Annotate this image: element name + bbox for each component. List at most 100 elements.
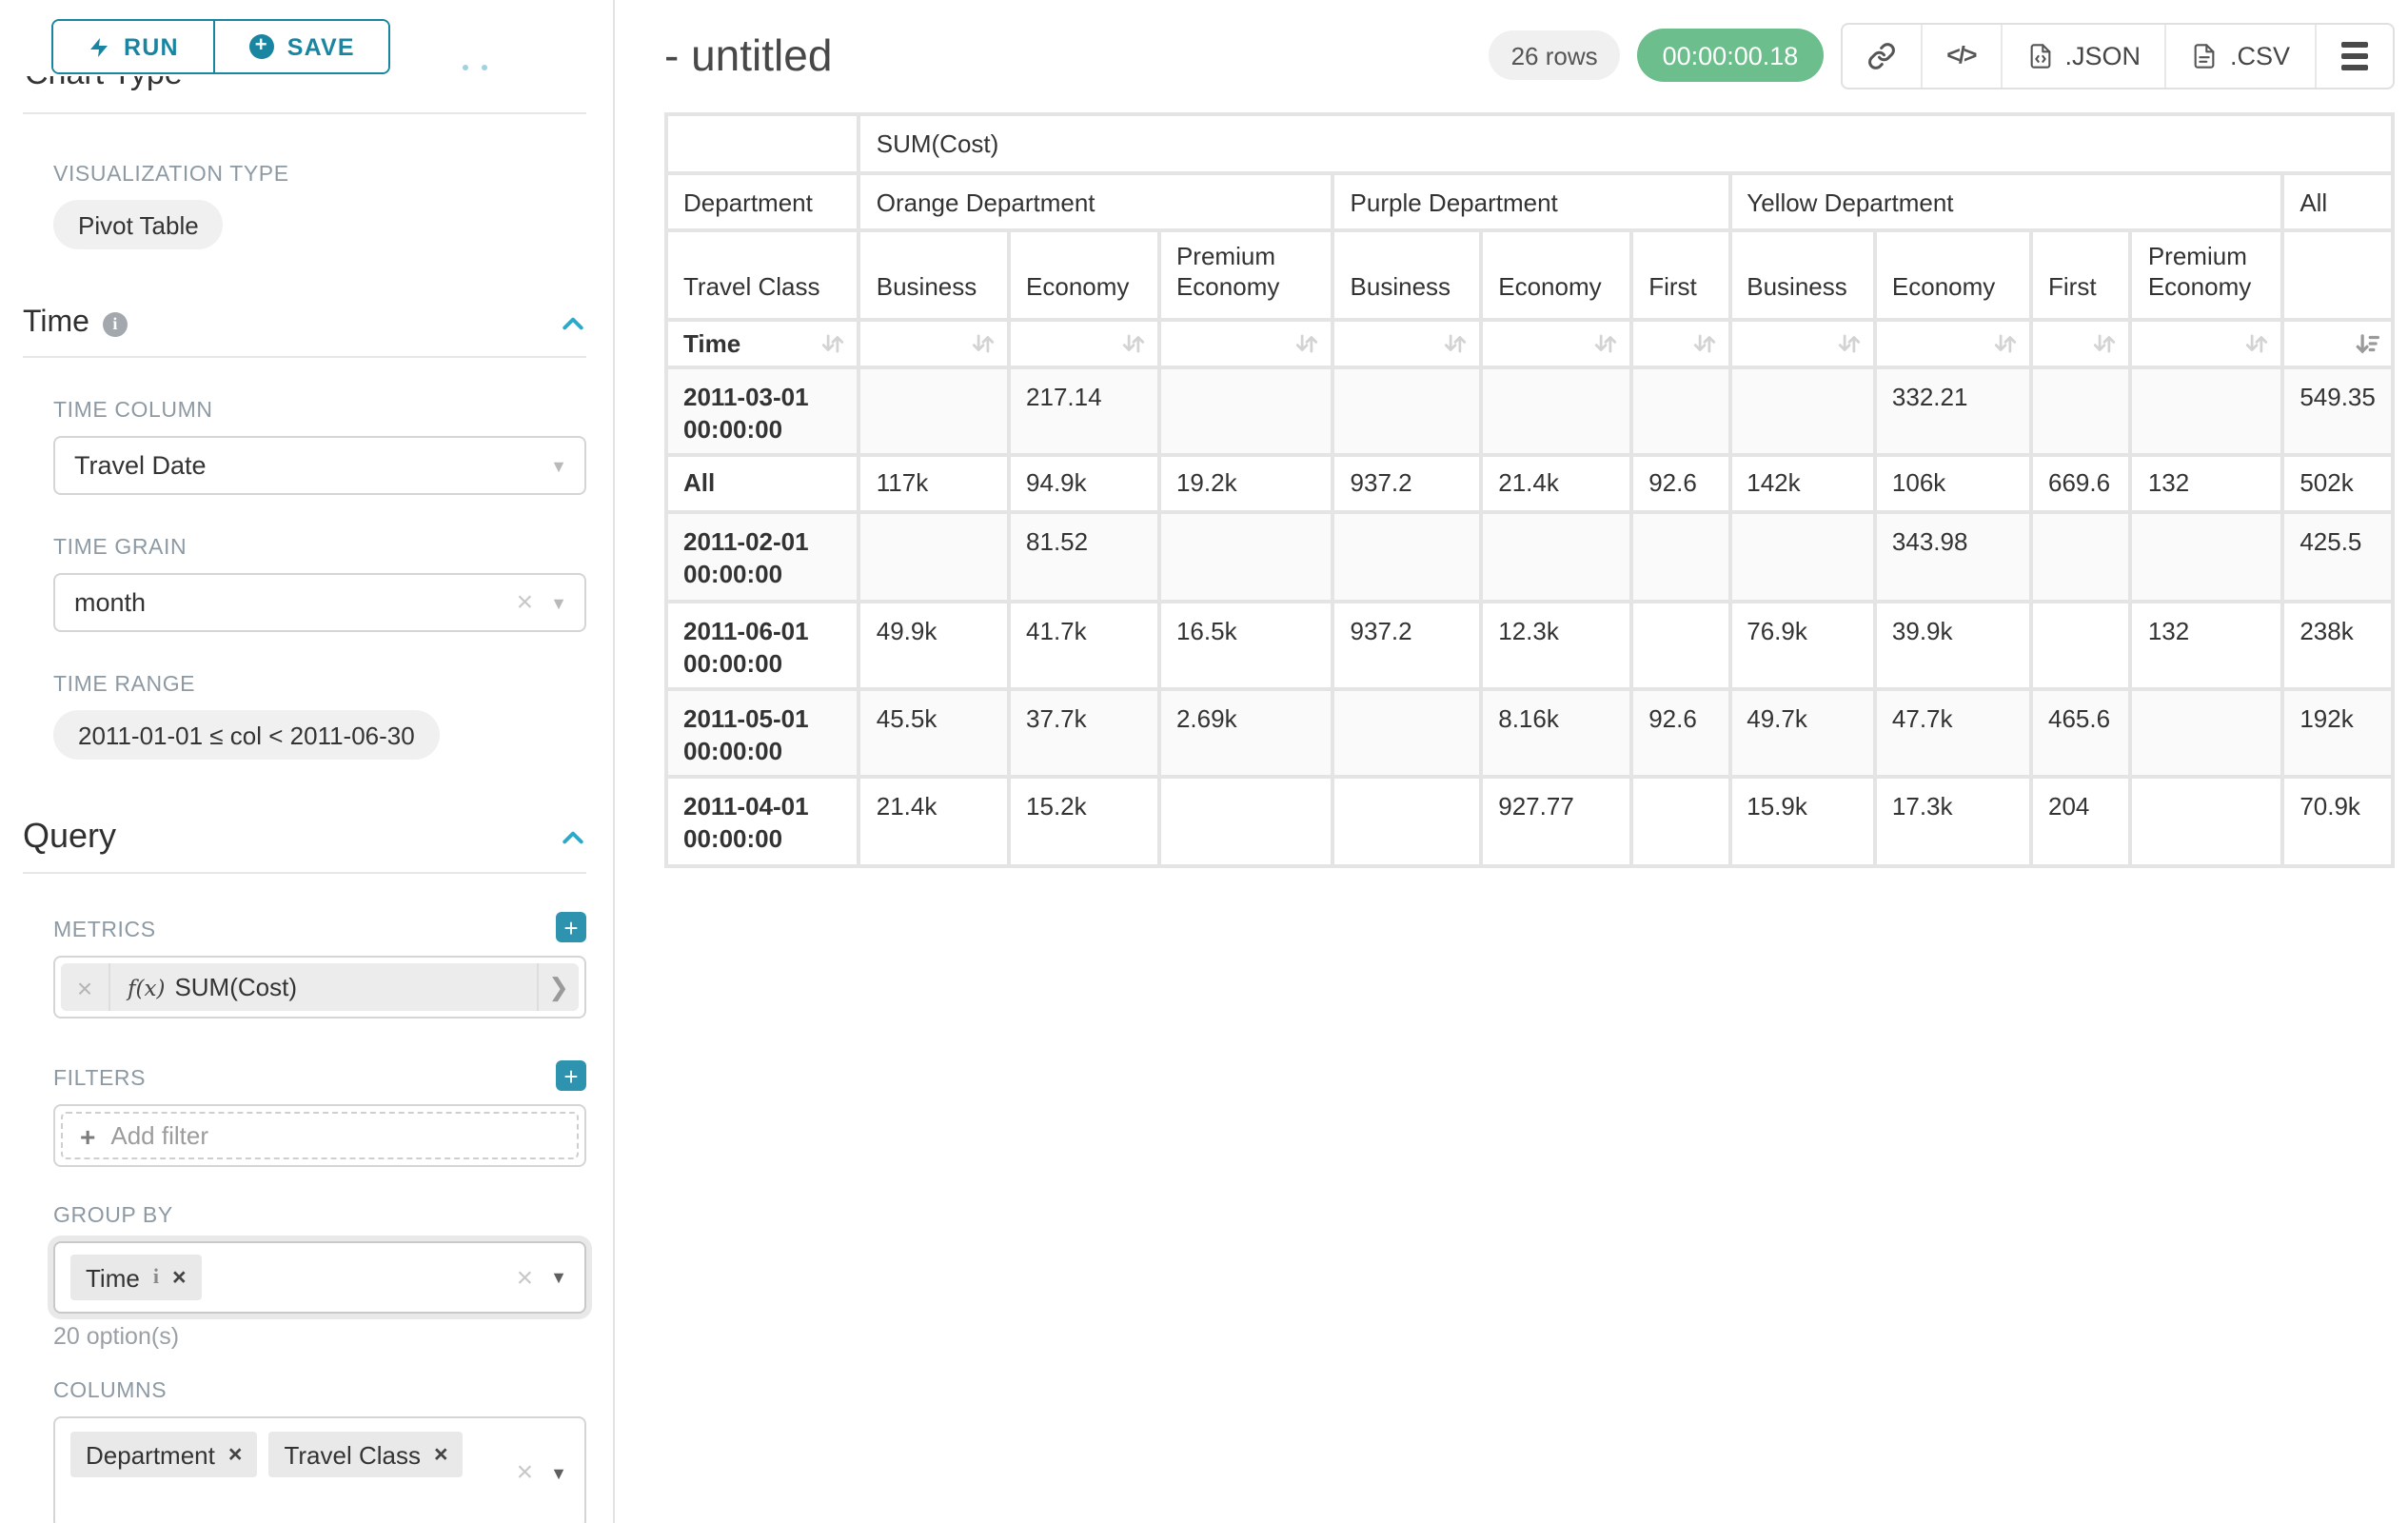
pivot-sort-cell[interactable] [1483, 322, 1630, 366]
code-icon: </> [1946, 42, 1977, 69]
pivot-time-sort-cell[interactable]: Time [668, 322, 858, 366]
pivot-value-cell [2132, 514, 2281, 600]
time-range-label: TIME RANGE [53, 674, 196, 697]
run-button[interactable]: RUN [53, 21, 213, 72]
sidebar-topbar: RUN + SAVE Chart Type [23, 0, 586, 114]
group-by-select[interactable]: Time i × × ▼ [53, 1241, 586, 1314]
export-json-button[interactable]: .JSON [2000, 24, 2165, 87]
columns-select[interactable]: Department × Travel Class × × ▼ [53, 1416, 586, 1523]
pivot-row-label: All [668, 457, 858, 511]
run-button-label: RUN [124, 33, 179, 60]
pivot-class-header: Business [1731, 232, 1873, 318]
pivot-class-header [2284, 232, 2391, 318]
file-csv-icon [2195, 43, 2216, 68]
export-csv-button[interactable]: .CSV [2164, 24, 2315, 87]
time-grain-control: TIME GRAIN month × ▼ [53, 537, 586, 632]
pivot-value-cell: 937.2 [1334, 457, 1480, 511]
pivot-value-cell: 217.14 [1011, 369, 1157, 454]
chevron-up-icon[interactable] [560, 310, 586, 337]
pivot-value-cell [1334, 779, 1480, 864]
remove-chip-icon[interactable]: × [171, 1264, 187, 1291]
visualization-type-label: VISUALIZATION TYPE [53, 164, 289, 187]
pivot-sort-cell[interactable] [2132, 322, 2281, 366]
time-grain-select[interactable]: month × ▼ [53, 573, 586, 632]
menu-button[interactable] [2315, 24, 2393, 87]
pivot-sort-cell[interactable] [860, 322, 1008, 366]
time-range-value[interactable]: 2011-01-01 ≤ col < 2011-06-30 [53, 710, 440, 760]
metric-chip[interactable]: × f(x) SUM(Cost) ❯ [61, 963, 579, 1011]
pivot-data-row: All 117k 94.9k 19.2k 937.2 21.4k 92.6 142k 106k 6… [668, 457, 2391, 511]
pivot-value-cell: 41.7k [1011, 603, 1157, 687]
pivot-value-cell [2132, 779, 2281, 864]
group-by-chip[interactable]: Time i × [70, 1255, 202, 1300]
pivot-value-cell [1731, 514, 1873, 600]
pivot-value-cell: 132 [2132, 603, 2281, 687]
pivot-value-cell [1483, 369, 1630, 454]
remove-metric-icon[interactable]: × [61, 963, 110, 1011]
chart-title[interactable]: - untitled [664, 30, 833, 79]
pivot-sort-cell[interactable] [2033, 322, 2129, 366]
pivot-table-container: SUM(Cost) Department Orange Department Purp… [664, 112, 2395, 868]
add-filter-plus-button[interactable]: + [556, 1060, 586, 1091]
clear-icon[interactable]: × [516, 1456, 534, 1489]
columns-control: COLUMNS Department × Travel Class × × ▼ … [53, 1380, 586, 1523]
pivot-value-cell: 37.7k [1011, 690, 1157, 776]
pivot-sort-cell[interactable] [1334, 322, 1480, 366]
chevron-right-icon[interactable]: ❯ [537, 963, 579, 1011]
pivot-value-cell: 937.2 [1334, 603, 1480, 687]
pivot-value-cell: 465.6 [2033, 690, 2129, 776]
pivot-sort-cell[interactable] [1011, 322, 1157, 366]
group-by-option-count: 20 option(s) [53, 1323, 180, 1350]
visualization-type-value[interactable]: Pivot Table [53, 200, 224, 249]
pivot-value-cell: 76.9k [1731, 603, 1873, 687]
section-divider [23, 112, 586, 114]
pivot-value-cell: 92.6 [1633, 457, 1728, 511]
pivot-value-cell: 142k [1731, 457, 1873, 511]
save-button[interactable]: + SAVE [212, 21, 389, 72]
function-icon: f(x) [128, 974, 166, 1000]
chevron-down-icon: ▼ [550, 456, 567, 475]
pivot-sort-cell[interactable] [1160, 322, 1332, 366]
pivot-value-cell [2033, 603, 2129, 687]
pivot-value-cell: 21.4k [860, 779, 1008, 864]
time-column-value: Travel Date [74, 451, 207, 480]
pivot-sort-cell[interactable] [1731, 322, 1873, 366]
pivot-value-cell: 49.9k [860, 603, 1008, 687]
pivot-row-label: 2011-05-01 00:00:00 [668, 690, 858, 776]
pivot-data-row: 2011-06-01 00:00:00 49.9k 41.7k 16.5k 937.2 1… [668, 603, 2391, 687]
pivot-value-cell: 332.21 [1876, 369, 2029, 454]
clear-icon[interactable]: × [516, 586, 534, 619]
pivot-value-cell: 204 [2033, 779, 2129, 864]
group-by-label: GROUP BY [53, 1205, 173, 1228]
export-csv-label: .CSV [2229, 41, 2290, 69]
view-query-button[interactable]: </> [1920, 24, 2000, 87]
add-filter-button[interactable]: + Add filter [61, 1112, 579, 1159]
pivot-value-cell: 502k [2284, 457, 2391, 511]
pivot-sort-cell[interactable] [1876, 322, 2029, 366]
add-metric-button[interactable]: + [556, 912, 586, 942]
pivot-value-cell: 15.2k [1011, 779, 1157, 864]
time-column-select[interactable]: Travel Date ▼ [53, 436, 586, 495]
filters-label: FILTERS [53, 1068, 147, 1091]
metric-chip-label: SUM(Cost) [174, 973, 297, 1001]
remove-chip-icon[interactable]: × [227, 1441, 243, 1468]
pivot-metric-header: SUM(Cost) [860, 116, 2391, 171]
columns-chip[interactable]: Travel Class × [268, 1432, 464, 1477]
metrics-label: METRICS [53, 920, 156, 942]
run-save-button-group: RUN + SAVE [51, 19, 391, 74]
pivot-col-group-header: Yellow Department [1731, 175, 2281, 228]
columns-chip[interactable]: Department × [70, 1432, 258, 1477]
pivot-sort-cell-active[interactable] [2284, 322, 2391, 366]
pivot-value-cell [1633, 603, 1728, 687]
pivot-row-dim-header: Department [668, 175, 858, 228]
pivot-class-header: Economy [1876, 232, 2029, 318]
pivot-value-cell [1633, 514, 1728, 600]
remove-chip-icon[interactable]: × [434, 1441, 448, 1468]
pivot-class-header: Premium Economy [2132, 232, 2281, 318]
share-link-button[interactable] [1842, 24, 1920, 87]
group-by-control: GROUP BY Time i × × ▼ 20 option(s) [53, 1205, 586, 1350]
clear-icon[interactable]: × [516, 1261, 534, 1294]
pivot-sort-cell[interactable] [1633, 322, 1728, 366]
pivot-class-header: First [1633, 232, 1728, 318]
chevron-up-icon[interactable] [560, 823, 586, 850]
